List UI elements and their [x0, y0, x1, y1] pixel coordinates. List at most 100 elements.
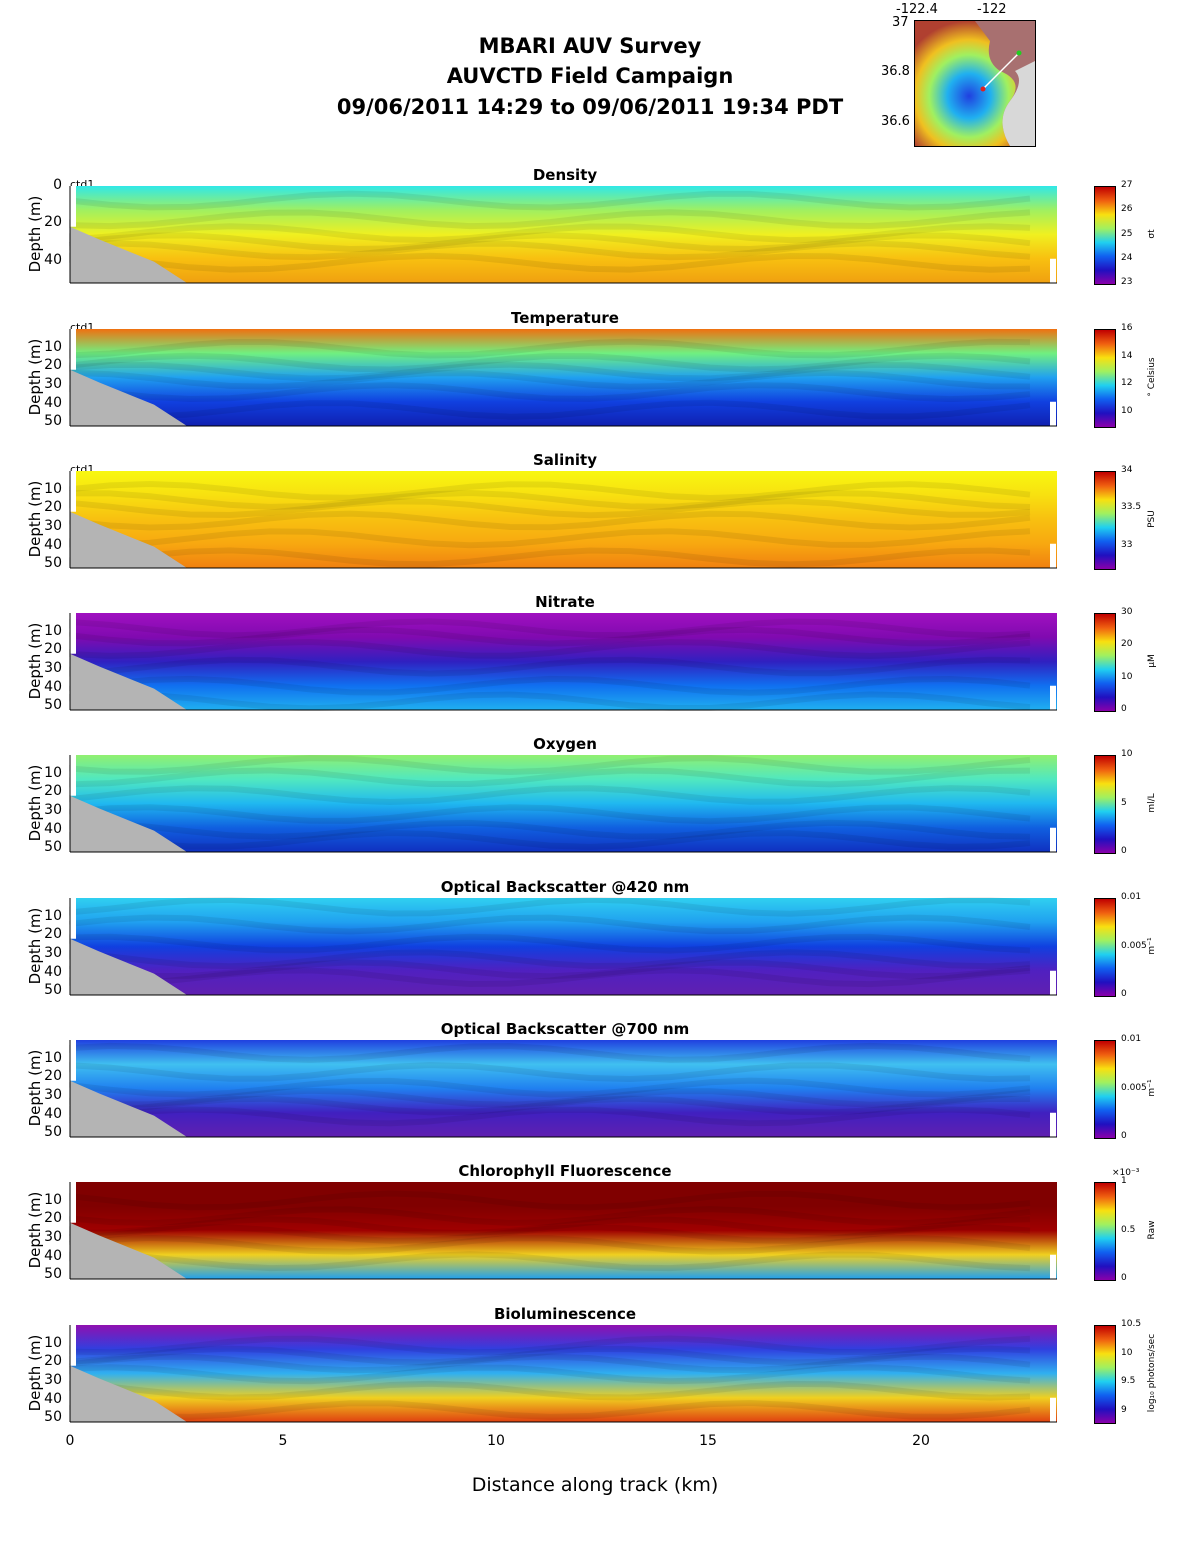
panel-title-5: Optical Backscatter @420 nm	[440, 878, 690, 896]
texture-band-7-1	[69, 1206, 1031, 1227]
y-tick-3-2: 30	[44, 659, 62, 676]
panel-title-7: Chlorophyll Fluorescence	[458, 1162, 672, 1180]
y-tick-5-2: 30	[44, 944, 62, 961]
panel-title-3: Nitrate	[535, 593, 595, 611]
section-field-8	[70, 1325, 1057, 1422]
colorbar-label-5: m⁻¹	[1147, 936, 1157, 955]
colorbar-fill-6	[1095, 1041, 1115, 1138]
colorbar-tick-8-2: 9.5	[1121, 1376, 1136, 1387]
texture-band-6-2	[69, 1077, 1031, 1098]
y-tick-4-2: 30	[44, 801, 62, 818]
texture-band-6-3	[69, 1087, 1031, 1108]
y-tick-6-0: 10	[44, 1049, 62, 1066]
map-lat-tick-3: 36.6	[881, 114, 910, 129]
texture-band-4-2	[69, 785, 1031, 806]
colorbar-1	[1094, 329, 1116, 428]
y-tick-5-3: 40	[44, 963, 62, 980]
colorbar-0	[1094, 186, 1116, 285]
colorbar-tick-1-1: 14	[1121, 350, 1133, 361]
left-gap-6	[70, 1040, 76, 1081]
colorbar-tick-4-2: 0	[1121, 846, 1127, 856]
texture-band-8-0	[69, 1335, 1031, 1356]
seafloor-5	[70, 938, 187, 995]
left-gap-4	[70, 755, 76, 796]
section-field-5	[70, 898, 1057, 995]
y-tick-4-4: 50	[44, 839, 62, 856]
texture-band-2-2	[69, 498, 1031, 519]
y-tick-7-1: 20	[44, 1210, 62, 1227]
y-tick-8-2: 30	[44, 1371, 62, 1388]
seafloor-4	[70, 795, 187, 852]
map-lat-tick-2: 36.8	[881, 64, 910, 79]
x-tick-0: 0	[65, 1433, 75, 1449]
map-lon-tick-2: -122	[977, 2, 1007, 17]
left-gap-7	[70, 1182, 76, 1223]
texture-band-5-0	[69, 897, 1031, 917]
colorbar-5	[1094, 898, 1116, 997]
texture-band-0-4	[69, 240, 1031, 261]
colorbar-fill-2	[1095, 472, 1115, 569]
texture-band-1-2	[69, 361, 1031, 382]
y-tick-3-1: 20	[44, 641, 62, 658]
colorbar-label-3: μM	[1147, 653, 1157, 668]
texture-band-3-5	[69, 691, 1031, 711]
texture-band-2-4	[69, 528, 1031, 549]
y-tick-2-4: 50	[44, 555, 62, 572]
left-gap-8	[70, 1325, 76, 1366]
section-plot-3	[69, 613, 1057, 711]
texture-band-0-2	[69, 223, 1031, 244]
section-field-0	[70, 186, 1057, 283]
left-gap-1	[70, 329, 76, 370]
colorbar-tick-4-1: 5	[1121, 797, 1127, 808]
section-plot-1	[69, 329, 1057, 427]
panel-title-2: Salinity	[533, 451, 597, 469]
texture-band-1-4	[69, 382, 1031, 403]
panel-title-4: Oxygen	[533, 735, 597, 753]
x-tick-10: 10	[487, 1433, 505, 1449]
texture-band-0-1	[69, 209, 1031, 230]
left-gap-5	[70, 898, 76, 939]
y-tick-2-0: 10	[44, 480, 62, 497]
colorbar-tick-8-1: 10	[1121, 1347, 1133, 1358]
panel-title-0: Density	[532, 166, 598, 184]
panel-title-6: Optical Backscatter @700 nm	[440, 1020, 690, 1038]
figure-title-line3: 09/06/2011 14:29 to 09/06/2011 19:34 PDT	[336, 95, 844, 119]
y-tick-5-1: 20	[44, 926, 62, 943]
x-tick-20: 20	[912, 1433, 930, 1449]
texture-band-5-4	[69, 959, 1031, 980]
y-tick-2-2: 30	[44, 517, 62, 534]
y-tick-4-1: 20	[44, 783, 62, 800]
colorbar-tick-0-3: 24	[1121, 252, 1133, 263]
colorbar-tick-3-0: 30	[1121, 607, 1133, 617]
map-lat-tick-1: 37	[892, 15, 909, 30]
y-axis-label-0: Depth (m)	[26, 195, 44, 272]
section-plot-0	[69, 186, 1057, 284]
y-tick-1-3: 40	[44, 394, 62, 411]
section-plot-2	[69, 471, 1057, 569]
colorbar-label-0: σt	[1147, 228, 1157, 239]
texture-band-8-3	[69, 1364, 1031, 1385]
texture-band-6-1	[69, 1062, 1031, 1083]
colorbar-8	[1094, 1325, 1116, 1424]
texture-band-4-3	[69, 804, 1031, 825]
seafloor-7	[70, 1222, 187, 1279]
y-tick-1-0: 10	[44, 338, 62, 355]
colorbar-fill-0	[1095, 187, 1115, 284]
y-tick-3-0: 10	[44, 622, 62, 639]
colorbar-label-8: log₁₀ photons/sec	[1147, 1333, 1157, 1412]
section-plot-8	[69, 1325, 1057, 1423]
y-tick-8-0: 10	[44, 1334, 62, 1351]
colorbar-tick-5-0: 0.01	[1121, 892, 1142, 902]
colorbar-tick-3-3: 0	[1121, 704, 1127, 714]
texture-band-7-3	[69, 1223, 1031, 1244]
y-tick-1-2: 30	[44, 375, 62, 392]
colorbar-tick-7-2: 0	[1121, 1273, 1127, 1283]
y-tick-7-2: 30	[44, 1228, 62, 1245]
texture-band-3-0	[69, 618, 1031, 639]
colorbar-tick-1-3: 10	[1121, 406, 1133, 417]
texture-band-1-1	[69, 352, 1031, 373]
figure-title-line1: MBARI AUV Survey	[478, 34, 702, 58]
y-tick-8-4: 50	[44, 1409, 62, 1426]
y-tick-6-3: 40	[44, 1105, 62, 1122]
y-tick-0-1: 20	[44, 214, 62, 231]
